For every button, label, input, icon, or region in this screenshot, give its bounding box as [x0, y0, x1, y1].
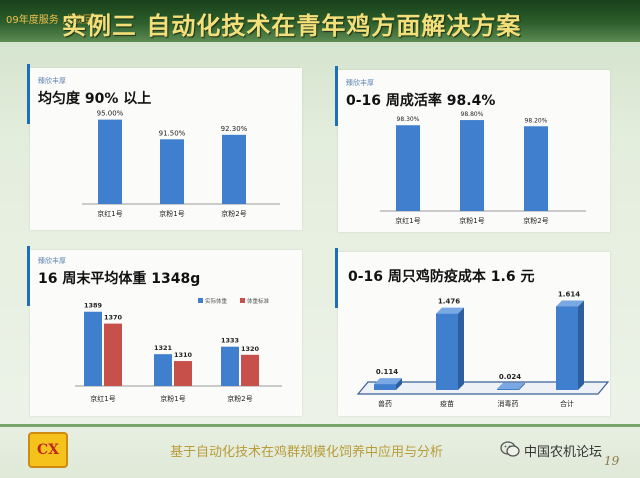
data-label: 1.476 — [438, 298, 460, 306]
chart-title: 16 周末平均体重 1348g — [38, 271, 201, 287]
x-tick-label: 京粉2号 — [227, 394, 252, 403]
data-label: 1310 — [174, 351, 193, 359]
x-tick-label: 消毒药 — [498, 399, 519, 408]
legend-swatch — [240, 298, 245, 303]
slide-title: 实例三 自动化技术在青年鸡方面解决方案 — [62, 11, 522, 40]
slide-footer — [0, 427, 640, 478]
chart-svg-survival: 98.30% 京红1号 98.80% 京粉1号 98.20% 京粉2号 — [380, 111, 586, 225]
bar — [104, 323, 122, 386]
bar — [374, 384, 396, 390]
chart-title: 均匀度 90% 以上 — [38, 91, 152, 107]
watermark-text: 中国农机论坛 — [524, 445, 603, 460]
wechat-icon — [500, 441, 520, 457]
data-label: 1370 — [104, 314, 123, 322]
x-tick-label: 京粉2号 — [523, 216, 548, 225]
panel-tagline: 臻欣丰厚 — [346, 79, 374, 87]
x-tick-label: 京红1号 — [395, 216, 420, 225]
x-tick-label: 京粉1号 — [160, 394, 185, 403]
x-tick-label: 京红1号 — [90, 394, 115, 403]
data-label: 91.50% — [159, 129, 186, 137]
bar-side — [578, 300, 584, 390]
x-tick-label: 京红1号 — [97, 209, 122, 218]
chart-panel-cost: 0-16 周只鸡防疫成本 1.6 元 0.114 兽药 1.476 疫苗 0.024 消毒… — [335, 248, 610, 416]
data-label: 0.024 — [499, 373, 521, 381]
legend-swatch — [198, 298, 203, 303]
panel-tagline: 臻欣丰厚 — [38, 77, 66, 85]
slide-header: 09年度服务 成绩回顾 实例三 自动化技术在青年鸡方面解决方案 — [0, 0, 640, 42]
bar — [524, 126, 548, 211]
chart-floor — [356, 381, 610, 395]
bar-side — [396, 378, 402, 390]
data-label: 95.00% — [97, 110, 124, 118]
bar — [556, 306, 578, 390]
page-number: 19 — [604, 454, 620, 468]
bar — [497, 388, 519, 390]
header-tag: 09年度服务 成绩回顾 — [6, 11, 103, 26]
chart-title: 0-16 周只鸡防疫成本 1.6 元 — [348, 269, 535, 285]
x-tick-label: 疫苗 — [440, 399, 454, 408]
chart-title: 0-16 周成活率 98.4% — [346, 93, 496, 109]
bar — [460, 120, 484, 211]
legend-label: 实际体重 — [205, 297, 228, 305]
data-label: 92.30% — [221, 125, 248, 133]
bar — [160, 139, 184, 204]
bar-top — [497, 382, 525, 389]
header-tag-main: 09年度服务 — [6, 15, 59, 26]
bar — [154, 354, 172, 386]
bar — [222, 134, 246, 204]
x-tick-label: 京粉2号 — [221, 209, 246, 218]
footer-divider — [0, 424, 640, 427]
chart-panel-uniformity: 臻欣丰厚 均匀度 90% 以上 95.00% 京红1号 91.50% 京粉1号 92.3… — [27, 64, 302, 230]
bar — [84, 311, 102, 386]
chart-panel-weight: 臻欣丰厚 16 周末平均体重 1348g 1389 1370 京红1号 1321 131… — [27, 246, 302, 416]
x-tick-label: 京粉1号 — [459, 216, 484, 225]
data-label: 98.80% — [461, 111, 484, 118]
footer-caption: 基于自动化技术在鸡群规模化饲养中应用与分析 — [170, 445, 444, 460]
bar-top — [374, 378, 402, 385]
data-label: 1333 — [221, 337, 239, 345]
company-logo: CX — [28, 432, 68, 468]
bar-side — [458, 307, 464, 390]
data-label: 98.20% — [525, 117, 548, 124]
logo-text: CX — [36, 442, 59, 458]
bar — [436, 313, 458, 390]
bar — [396, 125, 420, 211]
bar — [174, 361, 192, 386]
data-label: 0.114 — [376, 368, 398, 376]
panel-accent-bar — [27, 64, 30, 124]
x-tick-label: 合计 — [560, 399, 574, 408]
legend-label: 体重标准 — [247, 297, 270, 305]
bar-top — [436, 307, 464, 314]
data-label: 1389 — [84, 302, 103, 310]
data-label: 1321 — [154, 344, 173, 352]
bar — [221, 346, 239, 386]
panel-accent-bar — [335, 248, 338, 308]
panel-tagline: 臻欣丰厚 — [38, 257, 66, 265]
header-tag-sub: 成绩回顾 — [62, 15, 103, 26]
chart-panel-survival: 臻欣丰厚 0-16 周成活率 98.4% 98.30% 京红1号 98.80% 京粉1… — [335, 66, 610, 232]
x-tick-label: 京粉1号 — [159, 209, 184, 218]
bar — [241, 354, 259, 386]
chart-svg-uniformity: 95.00% 京红1号 91.50% 京粉1号 92.30% 京粉2号 — [82, 110, 280, 218]
panel-accent-bar — [27, 246, 30, 306]
bar-side — [519, 382, 525, 390]
data-label: 98.30% — [397, 116, 420, 123]
bar-top — [556, 300, 584, 307]
x-tick-label: 兽药 — [378, 399, 392, 408]
bar — [98, 119, 122, 204]
chart-svg-cost: 0.114 兽药 1.476 疫苗 0.024 消毒药 1.614 合计 — [356, 290, 610, 408]
panel-accent-bar — [335, 66, 338, 126]
data-label: 1.614 — [558, 290, 580, 298]
data-label: 1320 — [241, 345, 260, 353]
